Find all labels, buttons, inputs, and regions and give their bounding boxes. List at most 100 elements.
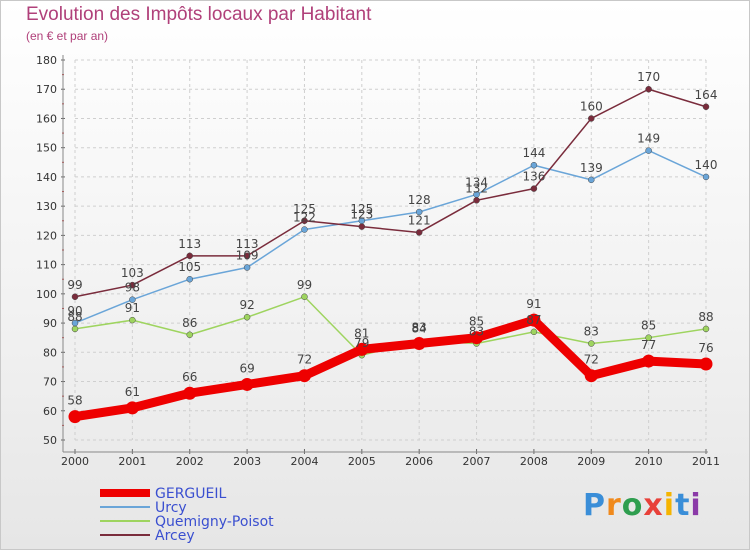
data-label: 134 — [465, 175, 488, 189]
data-label: 132 — [465, 181, 488, 195]
logo-letter: i — [663, 488, 676, 523]
point-quemigny-poisot — [530, 328, 538, 336]
data-label: 76 — [698, 341, 713, 355]
data-label: 86 — [182, 316, 197, 330]
point-quemigny-poisot — [588, 340, 595, 347]
data-label: 128 — [408, 193, 431, 207]
data-label: 109 — [236, 249, 259, 263]
y-tick-label: 140 — [36, 171, 57, 184]
point-quemigny-poisot — [129, 316, 136, 324]
data-label: 113 — [178, 237, 201, 251]
legend-label: GERGUEIL — [155, 486, 226, 502]
y-tick-label: 50 — [43, 434, 57, 447]
x-tick-label: 2003 — [233, 455, 261, 468]
legend-label: Urcy — [155, 500, 187, 516]
point-gergueil — [183, 386, 197, 400]
data-label: 149 — [637, 132, 660, 146]
y-tick-label: 70 — [43, 376, 57, 389]
point-arcey — [301, 217, 308, 225]
point-gergueil — [68, 410, 82, 424]
data-label: 77 — [641, 338, 656, 352]
x-tick-label: 2009 — [577, 455, 605, 468]
point-gergueil — [125, 401, 139, 415]
point-arcey — [588, 115, 595, 122]
data-label: 83 — [584, 325, 599, 339]
x-tick-label: 2007 — [463, 455, 491, 468]
point-urcy — [530, 161, 538, 169]
data-label: 79 — [354, 336, 369, 350]
grid-lines — [74, 59, 707, 441]
data-label: 105 — [178, 260, 201, 274]
data-label: 123 — [350, 208, 373, 222]
data-label: 99 — [67, 278, 82, 292]
y-tick-label: 110 — [36, 259, 57, 272]
data-label: 91 — [125, 301, 140, 315]
data-label: 84 — [412, 322, 427, 336]
data-label: 90 — [67, 304, 82, 318]
logo-letter: P — [583, 488, 606, 523]
data-label: 88 — [698, 310, 713, 324]
data-label: 91 — [526, 297, 541, 311]
data-label: 81 — [354, 326, 369, 340]
y-tick-label: 170 — [36, 83, 57, 96]
point-gergueil — [240, 377, 254, 391]
point-arcey — [358, 223, 366, 230]
data-label: 170 — [637, 70, 660, 84]
series-line-arcey — [74, 88, 707, 298]
point-arcey — [415, 229, 423, 236]
data-label: 69 — [239, 361, 254, 375]
y-tick-label: 160 — [36, 112, 57, 125]
logo-letter: x — [643, 488, 664, 523]
x-tick-label: 2000 — [61, 455, 89, 468]
data-label: 160 — [580, 99, 603, 113]
y-tick-label: 100 — [36, 288, 57, 301]
y-tick-label: 80 — [43, 346, 57, 359]
point-urcy — [702, 173, 710, 181]
y-tick-label: 150 — [36, 142, 57, 155]
data-label: 83 — [412, 321, 427, 335]
point-arcey — [530, 185, 538, 192]
logo-letter: o — [621, 488, 644, 523]
y-tick-label: 60 — [43, 405, 57, 418]
point-gergueil — [699, 357, 713, 371]
series-line-urcy — [74, 149, 707, 324]
data-label: 125 — [293, 202, 316, 216]
point-urcy — [129, 296, 136, 303]
point-gergueil — [584, 369, 598, 383]
point-gergueil — [412, 337, 426, 351]
point-arcey — [243, 252, 251, 260]
data-label: 72 — [584, 353, 599, 367]
y-tick-label: 130 — [36, 200, 57, 213]
point-gergueil — [297, 369, 311, 383]
point-gergueil — [527, 313, 541, 327]
point-quemigny-poisot — [702, 325, 710, 333]
chart-subtitle: (en € et par an) — [26, 29, 109, 43]
data-label: 85 — [641, 319, 656, 333]
point-urcy — [301, 226, 308, 233]
data-label: 87 — [526, 313, 541, 327]
y-tick-label: 180 — [36, 54, 57, 67]
point-arcey — [129, 281, 136, 289]
x-tick-label: 2008 — [520, 455, 548, 468]
chart-title: Evolution des Impôts locaux par Habitant — [26, 4, 372, 25]
data-label: 58 — [67, 394, 82, 408]
data-label: 98 — [125, 281, 140, 295]
x-tick-label: 2004 — [290, 455, 318, 468]
point-quemigny-poisot — [186, 331, 193, 339]
x-tick-label: 2005 — [348, 455, 376, 468]
data-label: 140 — [695, 158, 718, 172]
data-label: 88 — [67, 310, 82, 324]
data-label: 83 — [469, 325, 484, 339]
point-arcey — [71, 293, 79, 301]
point-arcey — [702, 103, 710, 111]
data-label: 139 — [580, 161, 603, 175]
point-quemigny-poisot — [71, 325, 79, 333]
data-label: 125 — [350, 202, 373, 216]
data-label: 92 — [239, 298, 254, 312]
x-tick-label: 2002 — [176, 455, 204, 468]
point-urcy — [243, 264, 251, 271]
point-urcy — [186, 275, 193, 283]
logo-letter: i — [690, 488, 702, 523]
